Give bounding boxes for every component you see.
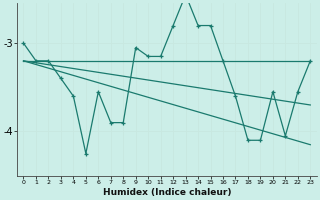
X-axis label: Humidex (Indice chaleur): Humidex (Indice chaleur) — [103, 188, 231, 197]
